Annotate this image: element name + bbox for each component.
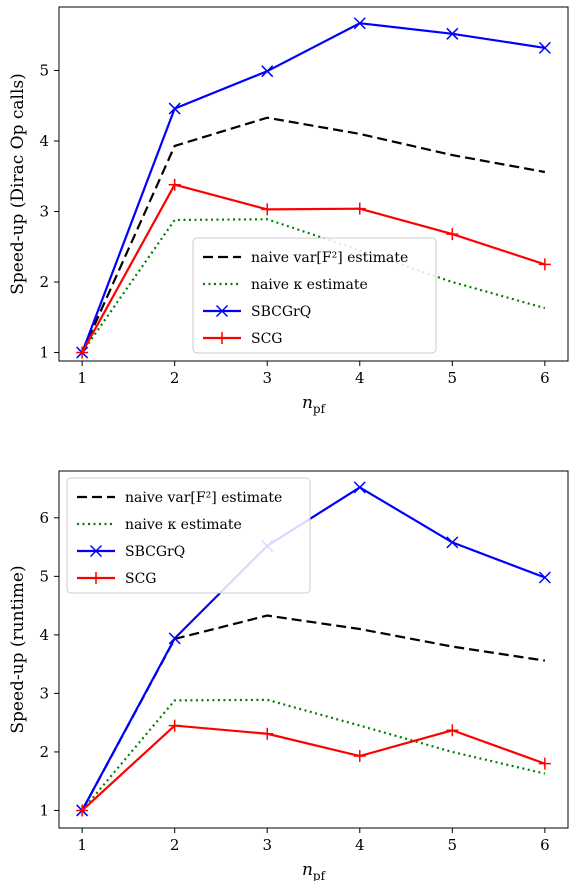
- series-line: [81, 116, 546, 353]
- series-naive-estimate: [81, 698, 546, 812]
- y-tick-label: 2: [39, 743, 49, 761]
- data-point-marker: [168, 178, 181, 191]
- legend-label: naive var[F²] estimate: [125, 490, 282, 506]
- x-tick-label: 2: [170, 369, 180, 387]
- legend: naive var[F²] estimate naive κ estimate SB…: [192, 237, 437, 354]
- series-scg: [76, 178, 551, 359]
- y-tick-label: 3: [39, 684, 49, 702]
- y-axis-label: Speed-up (runtime): [8, 565, 28, 733]
- legend-item-naive-estimate: naive κ estimate: [77, 517, 242, 533]
- x-tick-label: 1: [77, 369, 87, 387]
- data-point-marker: [353, 481, 366, 494]
- x-tick-label: 5: [448, 836, 458, 854]
- series-line: [81, 486, 546, 811]
- data-point-marker: [353, 202, 366, 215]
- plot-frame: [58, 6, 569, 362]
- legend-item-scg: SCG: [77, 571, 157, 587]
- data-point-marker: [353, 750, 366, 763]
- series-naive-var-f-estimate: [81, 116, 546, 353]
- legend-box: [66, 477, 311, 594]
- legend-label: SBCGrQ: [251, 304, 311, 320]
- data-point-marker: [538, 757, 551, 770]
- data-point-marker: [353, 17, 366, 30]
- data-point-marker: [538, 258, 551, 271]
- data-point-marker: [446, 536, 459, 549]
- legend-label: naive var[F²] estimate: [251, 250, 408, 266]
- x-tick-label: 6: [540, 836, 550, 854]
- series-line: [81, 698, 546, 812]
- y-tick-label: 5: [39, 61, 49, 79]
- series-line: [81, 183, 546, 354]
- x-tick-label: 4: [355, 369, 365, 387]
- data-point-marker: [538, 571, 551, 584]
- legend-marker: [89, 544, 103, 558]
- x-tick-label: 1: [77, 836, 87, 854]
- legend-item-naive-estimate: naive κ estimate: [203, 277, 368, 293]
- legend-label: naive κ estimate: [251, 277, 368, 293]
- speedup-runtime-chart: 1 2 3 4 5 6 1 2 3 4 5 6 npf Speed-up (runtime) naive v…: [8, 470, 569, 881]
- legend-marker: [216, 332, 228, 344]
- series-naive-var-f-estimate: [81, 614, 546, 811]
- x-tick-label: 4: [355, 836, 365, 854]
- legend-item-sbcgrq: SBCGrQ: [77, 544, 185, 560]
- legend: naive var[F²] estimate naive κ estimate SB…: [66, 477, 311, 594]
- y-tick-label: 1: [39, 344, 49, 362]
- x-tick-label: 3: [262, 836, 272, 854]
- series-line: [81, 724, 546, 812]
- y-tick-label: 1: [39, 801, 49, 819]
- data-point-marker: [261, 727, 274, 740]
- x-tick-label: 6: [540, 369, 550, 387]
- legend-label: naive κ estimate: [125, 517, 242, 533]
- data-point-marker: [76, 804, 89, 817]
- data-point-marker: [446, 228, 459, 241]
- data-point-marker: [76, 346, 89, 359]
- data-point-marker: [446, 27, 459, 40]
- x-tick-label: 2: [170, 836, 180, 854]
- y-tick-label: 3: [39, 203, 49, 221]
- series-scg: [76, 719, 551, 817]
- data-point-marker: [168, 719, 181, 732]
- series-sbcgrq: [76, 17, 551, 359]
- y-tick-label: 4: [39, 626, 49, 644]
- y-tick-label: 5: [39, 567, 49, 585]
- y-tick-label: 2: [39, 273, 49, 291]
- legend-item-naive-var-f-estimate: naive var[F²] estimate: [203, 250, 408, 266]
- y-tick-label: 6: [39, 509, 49, 527]
- y-tick-label: 4: [39, 132, 49, 150]
- legend-item-sbcgrq: SBCGrQ: [203, 304, 311, 320]
- legend-item-naive-var-f-estimate: naive var[F²] estimate: [77, 490, 282, 506]
- data-point-marker: [168, 632, 181, 645]
- series-naive-estimate: [81, 218, 546, 354]
- legend-marker: [215, 304, 229, 318]
- legend-label: SBCGrQ: [125, 544, 185, 560]
- data-point-marker: [538, 41, 551, 54]
- data-point-marker: [261, 65, 274, 78]
- data-point-marker: [446, 724, 459, 737]
- x-tick-label: 3: [262, 369, 272, 387]
- plot-frame: [58, 470, 569, 829]
- series-line: [81, 218, 546, 354]
- series-line: [81, 614, 546, 811]
- data-point-marker: [261, 203, 274, 216]
- data-point-marker: [168, 102, 181, 115]
- x-axis-label: npf: [302, 860, 327, 881]
- series-sbcgrq: [76, 481, 551, 817]
- series-line: [81, 22, 546, 353]
- legend-box: [192, 237, 437, 354]
- legend-label: SCG: [125, 571, 157, 587]
- x-tick-label: 5: [448, 369, 458, 387]
- legend-item-scg: SCG: [203, 331, 283, 347]
- x-axis-label: npf: [302, 393, 327, 416]
- speedup-dirac-op-calls-chart: 1 2 3 4 5 6 1 2 3 4 5 npf Speed-up (Dirac Op calls) n…: [8, 6, 569, 416]
- legend-label: SCG: [251, 331, 283, 347]
- y-axis-label: Speed-up (Dirac Op calls): [8, 73, 28, 295]
- legend-marker: [90, 572, 102, 584]
